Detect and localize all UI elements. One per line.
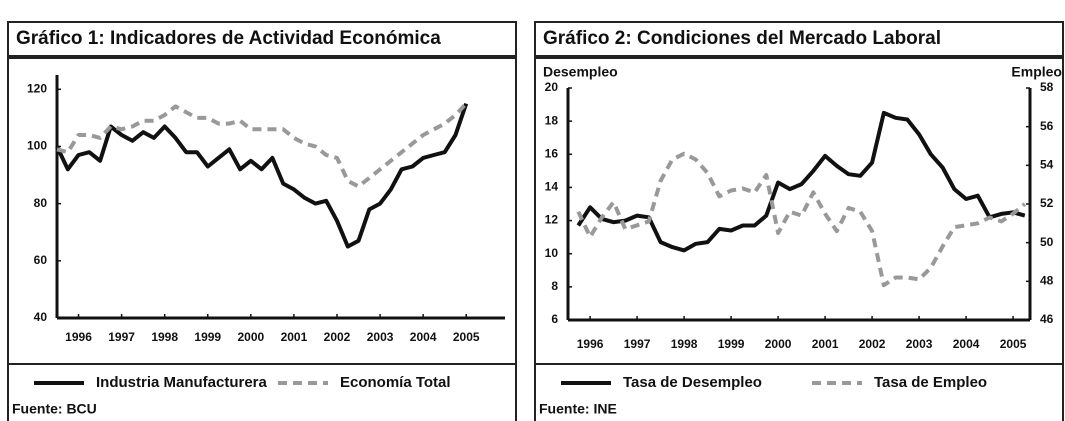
- legend-label: Tasa de Empleo: [874, 374, 987, 391]
- y2-tick-label: 46: [1040, 312, 1054, 326]
- legend-label: Tasa de Desempleo: [623, 374, 762, 391]
- y-tick-label: 20: [545, 80, 559, 94]
- series-line: [55, 102, 469, 249]
- y-axis-label: Desempleo: [543, 64, 618, 80]
- panel-frame-1: [7, 21, 517, 421]
- legend-label: Economía Total: [340, 374, 451, 391]
- y-tick-label: 14: [545, 180, 559, 194]
- series-line: [56, 102, 468, 189]
- y2-tick-label: 52: [1040, 196, 1054, 210]
- x-tick-label: 2005: [453, 330, 480, 344]
- y-tick-label: 8: [551, 279, 558, 293]
- y-tick-label: 18: [545, 113, 559, 127]
- y-tick-label: 16: [545, 146, 559, 160]
- chart-title: Gráfico 1: Indicadores de Actividad Econ…: [16, 28, 441, 49]
- y2-tick-label: 50: [1040, 235, 1054, 249]
- legend-label: Industria Manufacturera: [96, 374, 268, 391]
- y-tick-label: 12: [545, 213, 559, 227]
- x-tick-label: 2004: [410, 330, 437, 344]
- source: Fuente: BCU: [12, 401, 97, 417]
- y-tick-label: 6: [551, 312, 558, 326]
- x-tick-label: 1997: [108, 330, 135, 344]
- x-tick-label: 2001: [281, 330, 308, 344]
- x-tick-label: 1999: [194, 330, 221, 344]
- x-tick-label: 2004: [953, 337, 980, 351]
- y2-tick-label: 58: [1040, 80, 1054, 94]
- y2-tick-label: 54: [1040, 158, 1054, 172]
- y2-tick-label: 48: [1040, 274, 1054, 288]
- y2-axis-label: Empleo: [1011, 64, 1062, 80]
- source: Fuente: INE: [539, 401, 617, 417]
- x-tick-label: 2003: [906, 337, 933, 351]
- y-tick-label: 120: [27, 81, 47, 95]
- y-tick-label: 10: [545, 246, 559, 260]
- x-tick-label: 2001: [812, 337, 839, 351]
- x-tick-label: 2003: [367, 330, 394, 344]
- x-tick-label: 2005: [1000, 337, 1027, 351]
- y2-tick-label: 56: [1040, 119, 1054, 133]
- x-tick-label: 2002: [324, 330, 351, 344]
- x-tick-label: 2000: [237, 330, 264, 344]
- x-tick-label: 1998: [671, 337, 698, 351]
- x-tick-label: 1997: [624, 337, 651, 351]
- y-tick-label: 60: [34, 253, 48, 267]
- x-tick-label: 1996: [65, 330, 92, 344]
- y-tick-label: 40: [34, 310, 48, 324]
- series-line: [576, 151, 1027, 288]
- x-tick-label: 2002: [859, 337, 886, 351]
- x-tick-label: 1998: [151, 330, 178, 344]
- series-line: [576, 110, 1026, 253]
- x-tick-label: 1999: [718, 337, 745, 351]
- x-tick-label: 1996: [577, 337, 604, 351]
- y-tick-label: 100: [27, 139, 47, 153]
- chart-title: Gráfico 2: Condiciones del Mercado Labor…: [543, 28, 941, 49]
- panel-frame-2: [534, 21, 1064, 421]
- y-tick-label: 80: [34, 196, 48, 210]
- x-tick-label: 2000: [765, 337, 792, 351]
